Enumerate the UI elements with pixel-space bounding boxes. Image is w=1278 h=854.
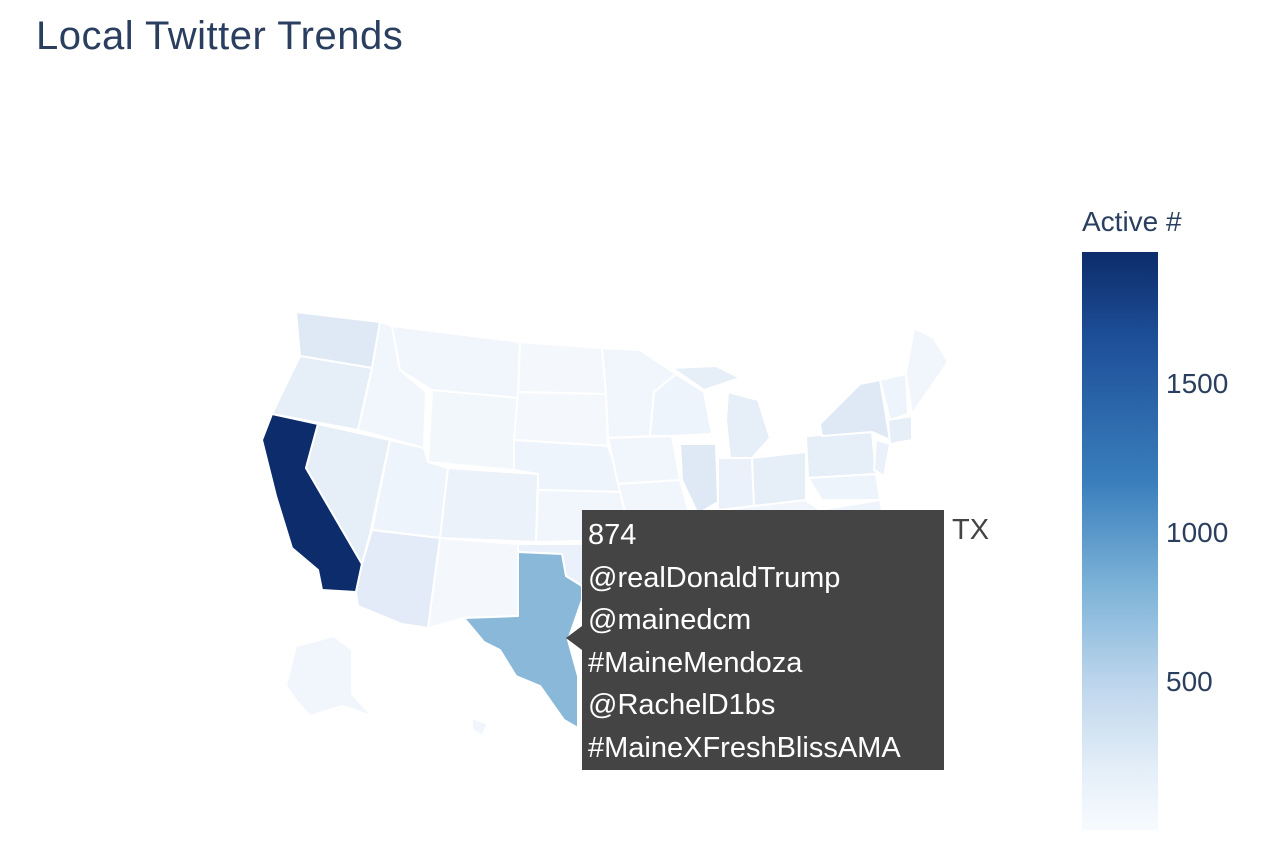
state-IA[interactable] bbox=[607, 435, 681, 485]
state-IL[interactable] bbox=[679, 443, 719, 515]
tooltip-trend: @mainedcm bbox=[588, 604, 752, 636]
state-AK[interactable] bbox=[285, 635, 373, 717]
state-TX[interactable] bbox=[463, 551, 583, 729]
state-WI[interactable] bbox=[649, 373, 713, 437]
state-VT-NH[interactable] bbox=[879, 373, 909, 421]
colorbar-title: Active # bbox=[1082, 206, 1182, 237]
state-ND[interactable] bbox=[517, 341, 607, 395]
state-HI[interactable] bbox=[471, 717, 489, 737]
colorbar-tick-label: 500 bbox=[1166, 666, 1213, 697]
state-NY[interactable] bbox=[819, 379, 891, 441]
state-SD[interactable] bbox=[513, 391, 609, 447]
state-WY[interactable] bbox=[427, 389, 519, 471]
state-MI-upper[interactable] bbox=[671, 365, 741, 391]
tooltip-trend: @RachelD1bs bbox=[588, 689, 776, 721]
state-MI[interactable] bbox=[725, 391, 771, 459]
state-NJ[interactable] bbox=[873, 439, 891, 477]
state-PA[interactable] bbox=[805, 431, 877, 479]
tooltip-value: 874 bbox=[588, 519, 637, 551]
tooltip-trend: #MaineXFreshBlissAMA bbox=[588, 731, 901, 764]
tooltip-arrow bbox=[566, 626, 582, 650]
state-OH[interactable] bbox=[751, 451, 807, 507]
hover-tooltip: 874 @realDonaldTrump @mainedcm #MaineMen… bbox=[582, 510, 944, 770]
state-IN[interactable] bbox=[717, 457, 755, 511]
state-NM[interactable] bbox=[427, 537, 519, 629]
colorbar bbox=[1082, 252, 1158, 830]
state-AZ[interactable] bbox=[355, 529, 441, 629]
tooltip-trend: @realDonaldTrump bbox=[588, 561, 841, 594]
tooltip-state-name: TX bbox=[952, 514, 990, 546]
state-ME[interactable] bbox=[905, 327, 949, 415]
tooltip-trend: #MaineMendoza bbox=[588, 646, 803, 679]
state-CO[interactable] bbox=[439, 467, 539, 543]
state-MD[interactable] bbox=[807, 473, 881, 501]
state-MA-CT[interactable] bbox=[887, 415, 913, 445]
colorbar-tick-label: 1500 bbox=[1166, 368, 1229, 399]
colorbar-tick-label: 1000 bbox=[1166, 517, 1229, 548]
us-choropleth-map[interactable] bbox=[0, 0, 1060, 854]
chart-title: Local Twitter Trends bbox=[36, 14, 404, 58]
